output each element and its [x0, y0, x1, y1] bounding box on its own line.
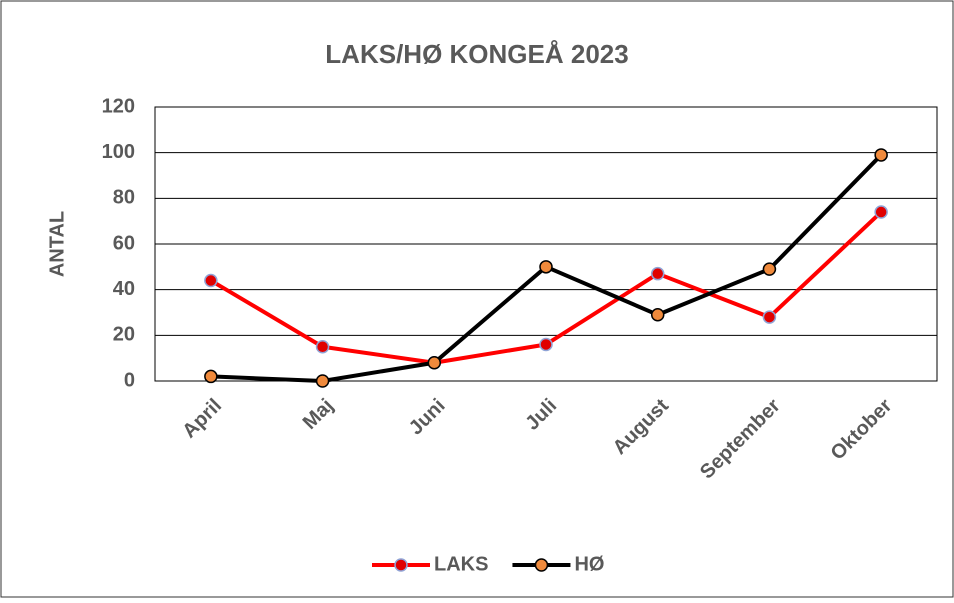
y-tick-label: 80	[113, 187, 135, 209]
marker	[315, 340, 330, 354]
legend-marker	[534, 558, 549, 572]
chart-title: LAKS/HØ KONGEÅ 2023	[325, 39, 628, 69]
y-tick-label: 0	[124, 369, 135, 391]
legend-marker	[394, 558, 408, 572]
marker	[650, 266, 665, 281]
plot-border	[154, 106, 938, 382]
marker	[762, 262, 777, 276]
marker	[874, 148, 888, 162]
marker	[762, 310, 777, 324]
y-tick-label: 40	[113, 278, 135, 300]
marker	[539, 337, 553, 352]
marker	[874, 205, 888, 219]
y-tick-label: 20	[113, 324, 135, 346]
y-tick-label: 60	[113, 232, 135, 254]
marker	[650, 308, 665, 322]
y-tick-label: 100	[102, 141, 135, 163]
marker	[539, 260, 553, 274]
marker	[204, 369, 218, 384]
y-axis-label: ANTAL	[46, 211, 68, 277]
marker	[315, 374, 330, 388]
y-tick-label: 120	[102, 95, 135, 117]
marker	[427, 355, 442, 370]
marker	[204, 273, 218, 288]
legend-label: HØ	[574, 553, 604, 575]
legend-label: LAKS	[434, 553, 488, 575]
